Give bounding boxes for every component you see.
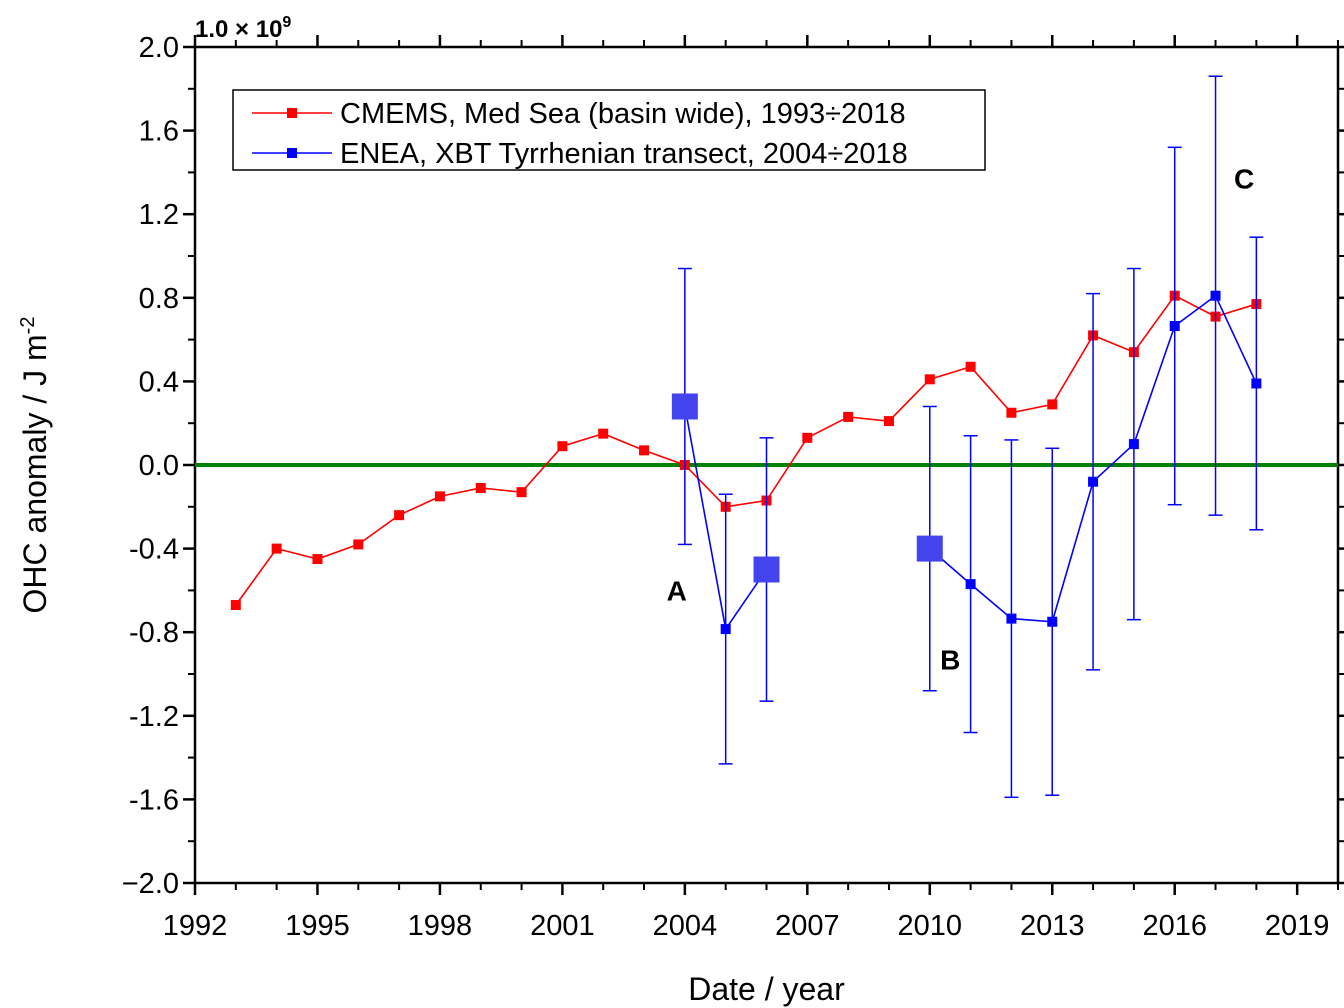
marker xyxy=(516,487,527,498)
marker xyxy=(1006,613,1017,624)
x-tick-label: 1992 xyxy=(163,910,228,942)
y-tick-label: -1.2 xyxy=(129,701,179,733)
annotation: B xyxy=(940,644,960,675)
y-tick-label: -1.6 xyxy=(129,784,179,816)
legend-marker xyxy=(287,108,297,118)
x-tick-label: 2010 xyxy=(898,910,963,942)
marker xyxy=(965,579,976,590)
legend-label: CMEMS, Med Sea (basin wide), 1993÷2018 xyxy=(340,98,906,130)
marker xyxy=(1169,321,1180,332)
marker xyxy=(475,482,486,493)
marker xyxy=(1047,616,1058,627)
marker xyxy=(883,416,894,427)
marker xyxy=(671,393,698,420)
marker xyxy=(1047,399,1058,410)
marker xyxy=(271,543,282,554)
x-tick-label: 1998 xyxy=(408,910,473,942)
marker xyxy=(802,432,813,443)
y-tick-label: 0.0 xyxy=(139,450,179,482)
x-tick-label: 2001 xyxy=(530,910,595,942)
y-tick-label: −2.0 xyxy=(122,868,179,900)
x-tick-label: 2016 xyxy=(1142,910,1207,942)
marker xyxy=(1088,476,1099,487)
marker xyxy=(230,600,241,611)
y-axis-title-sup: -2 xyxy=(17,317,39,335)
marker xyxy=(598,428,609,439)
marker xyxy=(1251,378,1262,389)
y-tick-label: 1.6 xyxy=(139,116,179,148)
marker xyxy=(394,510,405,521)
marker xyxy=(843,411,854,422)
legend-box xyxy=(232,89,986,171)
y-axis-title-text: OHC anomaly / J m xyxy=(17,334,53,613)
legend-marker xyxy=(287,148,297,158)
x-tick-label: 2007 xyxy=(775,910,840,942)
series-line xyxy=(235,294,1257,606)
y-tick-label: -0.8 xyxy=(129,617,179,649)
y-multiplier: 1.0 × 109 xyxy=(195,14,291,43)
marker xyxy=(924,374,935,385)
marker xyxy=(916,535,943,562)
annotation: C xyxy=(1234,164,1254,195)
marker xyxy=(720,624,731,635)
y-tick-label: -0.4 xyxy=(129,534,179,566)
marker xyxy=(434,491,445,502)
y-multiplier-sup: 9 xyxy=(282,14,291,31)
marker xyxy=(353,539,364,550)
y-tick-label: 0.4 xyxy=(139,366,179,398)
marker xyxy=(753,556,780,583)
x-tick-label: 2004 xyxy=(653,910,718,942)
y-tick-label: 2.0 xyxy=(139,32,179,64)
marker xyxy=(965,361,976,372)
y-tick-label: 0.8 xyxy=(139,283,179,315)
x-tick-label: 1995 xyxy=(285,910,350,942)
y-multiplier-text: 1.0 × 10 xyxy=(195,16,282,43)
x-tick-label: 2013 xyxy=(1020,910,1085,942)
marker xyxy=(1210,290,1221,301)
y-axis-title: OHC anomaly / J m-2 xyxy=(17,317,53,614)
marker xyxy=(1006,407,1017,418)
x-tick-label: 2019 xyxy=(1265,910,1330,942)
x-axis-title: Date / year xyxy=(688,971,845,1007)
annotation: A xyxy=(667,575,687,606)
marker xyxy=(639,445,650,456)
marker xyxy=(312,554,323,565)
marker xyxy=(557,441,568,452)
marker xyxy=(1128,439,1139,450)
y-tick-label: 1.2 xyxy=(139,199,179,231)
legend-label: ENEA, XBT Tyrrhenian transect, 2004÷2018 xyxy=(340,138,908,170)
